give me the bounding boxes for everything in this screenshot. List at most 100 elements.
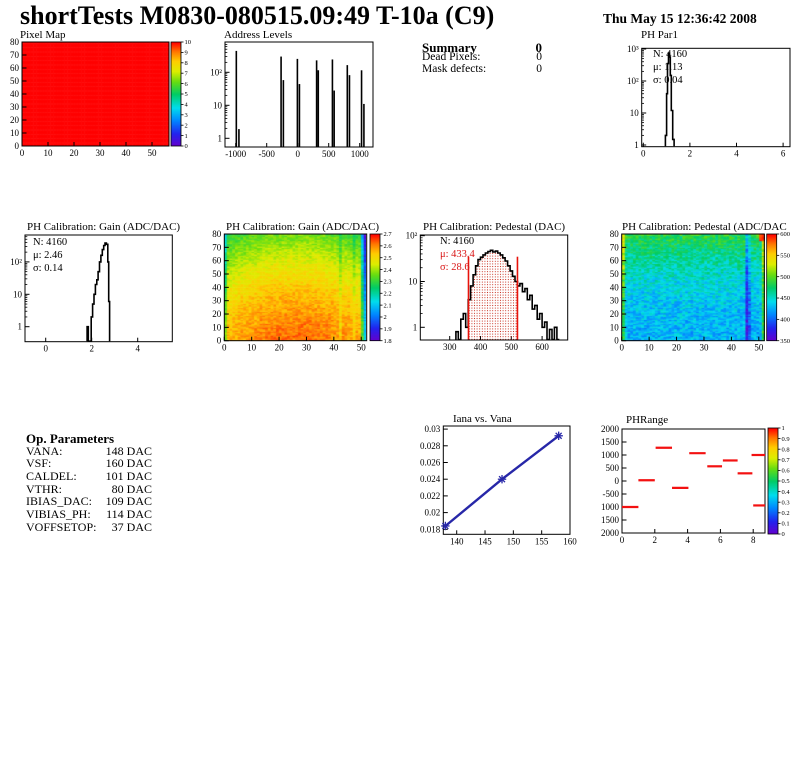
summary-total-value: 0 (535, 40, 543, 55)
svg-text:1: 1 (185, 133, 188, 140)
page-title: shortTests M0830-080515.09:49 T-10a (C9) (20, 1, 495, 30)
svg-text:1: 1 (634, 140, 639, 150)
svg-text:2: 2 (384, 314, 387, 321)
svg-text:70: 70 (10, 50, 20, 60)
svg-text:μ: 433.4: μ: 433.4 (440, 249, 476, 260)
phrange-title: PHRange (626, 414, 669, 426)
svg-text:1.9: 1.9 (384, 326, 392, 333)
svg-text:300: 300 (443, 342, 457, 352)
svg-text:9: 9 (185, 50, 188, 57)
svg-text:20: 20 (610, 309, 620, 319)
svg-text:50: 50 (357, 343, 367, 353)
op-parameters-heading: Op. Parameters (26, 431, 115, 446)
svg-text:2: 2 (89, 344, 94, 354)
svg-text:2.7: 2.7 (384, 231, 393, 238)
svg-text:400: 400 (780, 317, 790, 324)
svg-text:μ: 1.13: μ: 1.13 (653, 62, 683, 73)
svg-text:0.024: 0.024 (420, 474, 441, 484)
svg-text:0.2: 0.2 (782, 510, 790, 517)
gain-hist-title: PH Calibration: Gain (ADC/DAC) (27, 221, 181, 233)
svg-text:2.6: 2.6 (384, 243, 393, 250)
svg-text:80: 80 (610, 229, 620, 239)
svg-text:7: 7 (185, 70, 189, 77)
svg-text:0: 0 (43, 344, 48, 354)
svg-text:0.4: 0.4 (782, 489, 791, 496)
svg-text:60: 60 (610, 256, 620, 266)
svg-text:50: 50 (212, 269, 222, 279)
svg-text:0: 0 (217, 336, 222, 346)
svg-text:4: 4 (685, 535, 690, 545)
svg-text:6: 6 (718, 535, 723, 545)
ph-par1-title: PH Par1 (641, 29, 678, 41)
svg-text:0.3: 0.3 (782, 499, 790, 506)
svg-text:80: 80 (212, 229, 222, 239)
svg-text:10: 10 (408, 277, 418, 287)
svg-text:40: 40 (329, 343, 339, 353)
svg-text:10: 10 (610, 322, 620, 332)
svg-text:70: 70 (610, 242, 620, 252)
svg-text:10²: 10² (406, 231, 418, 241)
timestamp: Thu May 15 12:36:42 2008 (603, 11, 757, 26)
svg-text:0: 0 (222, 343, 227, 353)
summary-row-value: 0 (536, 51, 542, 63)
svg-text:σ: 0.04: σ: 0.04 (653, 75, 683, 86)
svg-text:40: 40 (10, 89, 20, 99)
svg-text:40: 40 (610, 282, 620, 292)
svg-text:2: 2 (688, 149, 693, 159)
svg-text:10²: 10² (627, 76, 639, 86)
gain-map-title: PH Calibration: Gain (ADC/DAC) (226, 221, 380, 233)
op-parameter-row: VSF: 160 DAC (26, 456, 152, 470)
iana-title: Iana vs. Vana (453, 413, 512, 425)
svg-text:40: 40 (727, 343, 737, 353)
svg-text:1: 1 (18, 322, 23, 332)
svg-text:0.5: 0.5 (782, 478, 790, 485)
svg-text:145: 145 (478, 536, 492, 546)
svg-text:20: 20 (212, 309, 222, 319)
svg-text:0.6: 0.6 (782, 468, 791, 475)
svg-text:0: 0 (20, 148, 25, 158)
svg-text:30: 30 (96, 148, 106, 158)
svg-text:50: 50 (754, 343, 764, 353)
svg-text:μ: 2.46: μ: 2.46 (33, 250, 63, 261)
svg-text:0.022: 0.022 (420, 491, 440, 501)
svg-text:σ: 28.6: σ: 28.6 (440, 262, 470, 273)
svg-text:0.018: 0.018 (420, 524, 441, 534)
svg-text:10²: 10² (10, 257, 22, 267)
svg-text:500: 500 (505, 342, 519, 352)
svg-text:N: 4160: N: 4160 (33, 237, 67, 248)
svg-text:450: 450 (780, 295, 790, 302)
pedestal-map-title: PH Calibration: Pedestal (ADC/DAC (622, 221, 787, 233)
svg-text:30: 30 (302, 343, 312, 353)
svg-text:500: 500 (780, 274, 790, 281)
svg-text:σ: 0.14: σ: 0.14 (33, 263, 63, 274)
svg-text:0: 0 (614, 336, 619, 346)
svg-text:30: 30 (10, 102, 20, 112)
colorbar (768, 428, 778, 534)
svg-text:20: 20 (70, 148, 80, 158)
op-parameter-row: VTHR: 80 DAC (26, 482, 152, 496)
address-levels-title: Address Levels (224, 29, 293, 41)
svg-text:50: 50 (610, 269, 620, 279)
svg-text:140: 140 (450, 536, 464, 546)
svg-text:8: 8 (185, 60, 188, 67)
svg-text:150: 150 (507, 536, 521, 546)
svg-text:600: 600 (780, 231, 790, 238)
svg-text:155: 155 (535, 536, 549, 546)
svg-text:1.8: 1.8 (384, 338, 392, 345)
svg-text:10: 10 (13, 289, 23, 299)
svg-text:0.9: 0.9 (782, 436, 790, 443)
svg-text:550: 550 (780, 253, 790, 260)
svg-text:30: 30 (610, 296, 620, 306)
op-parameter-row: VANA: 148 DAC (26, 444, 152, 458)
svg-text:2000: 2000 (601, 528, 620, 538)
svg-text:0: 0 (619, 343, 624, 353)
svg-text:10: 10 (44, 148, 54, 158)
svg-text:1000: 1000 (601, 502, 620, 512)
svg-text:1500: 1500 (601, 437, 620, 447)
svg-text:4: 4 (185, 102, 189, 109)
svg-text:2: 2 (185, 122, 188, 129)
op-parameter-row: VOFFSETOP: 37 DAC (26, 520, 152, 534)
op-parameter-row: CALDEL: 101 DAC (26, 469, 152, 483)
svg-text:0: 0 (620, 535, 625, 545)
svg-text:4: 4 (734, 149, 739, 159)
